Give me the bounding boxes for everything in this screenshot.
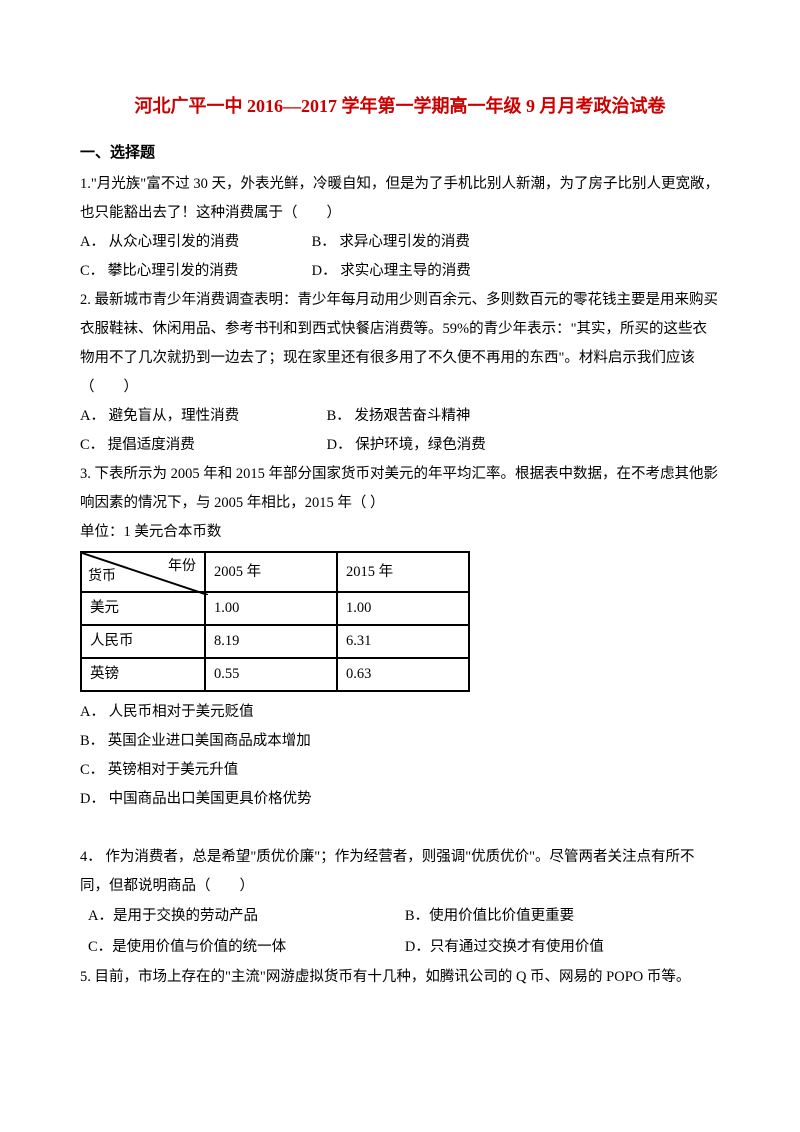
q2-stem: 2. 最新城市青少年消费调查表明：青少年每月动用少则百余元、多则数百元的零花钱主… xyxy=(80,286,720,402)
q4-stem: 4． 作为消费者，总是希望"质优价廉"；作为经营者，则强调"优质优价"。尽管两者… xyxy=(80,843,720,901)
q1-option-c: C． 攀比心理引发的消费 xyxy=(80,257,290,286)
table-col2: 2015 年 xyxy=(337,552,469,592)
q3-option-a: A． 人民币相对于美元贬值 xyxy=(80,698,720,727)
q3-option-b: B． 英国企业进口美国商品成本增加 xyxy=(80,727,720,756)
q4-option-b: B．使用价值比价值更重要 xyxy=(404,901,720,932)
q2-option-d: D． 保护环境，绿色消费 xyxy=(327,431,486,460)
table-row: 英镑 0.55 0.63 xyxy=(81,658,469,691)
diag-top-label: 年份 xyxy=(168,553,196,581)
table-diag-header: 年份 货币 xyxy=(81,552,205,592)
q3-unit: 单位：1 美元合本币数 xyxy=(80,518,720,547)
table-col1: 2005 年 xyxy=(205,552,337,592)
q3-option-c: C． 英镑相对于美元升值 xyxy=(80,756,720,785)
q4-option-c: C．是使用价值与价值的统一体 xyxy=(80,932,404,963)
diag-bottom-label: 货币 xyxy=(88,563,116,591)
q3-option-d: D． 中国商品出口美国更具价格优势 xyxy=(80,785,720,814)
table-row: 人民币 8.19 6.31 xyxy=(81,625,469,658)
q5-stem: 5. 目前，市场上存在的"主流"网游虚拟货币有十几种，如腾讯公司的 Q 币、网易… xyxy=(80,963,720,992)
q3-stem: 3. 下表所示为 2005 年和 2015 年部分国家货币对美元的年平均汇率。根… xyxy=(80,460,720,518)
table-row: 美元 1.00 1.00 xyxy=(81,592,469,625)
page-title: 河北广平一中 2016—2017 学年第一学期高一年级 9 月月考政治试卷 xyxy=(80,88,720,124)
q4-option-d: D．只有通过交换才有使用价值 xyxy=(404,932,720,963)
q2-option-a: A． 避免盲从，理性消费 xyxy=(80,402,305,431)
q2-option-b: B． 发扬艰苦奋斗精神 xyxy=(327,402,471,431)
q2-option-c: C． 提倡适度消费 xyxy=(80,431,305,460)
q4-option-a: A．是用于交换的劳动产品 xyxy=(80,901,404,932)
section-heading: 一、选择题 xyxy=(80,138,720,168)
q1-option-d: D． 求实心理主导的消费 xyxy=(312,257,471,286)
exchange-rate-table: 年份 货币 2005 年 2015 年 美元 1.00 1.00 人民币 8.1… xyxy=(80,551,470,692)
q1-option-b: B． 求异心理引发的消费 xyxy=(312,228,470,257)
q1-stem: 1."月光族"富不过 30 天，外表光鲜，冷暖自知，但是为了手机比别人新潮，为了… xyxy=(80,170,720,228)
q1-option-a: A． 从众心理引发的消费 xyxy=(80,228,290,257)
